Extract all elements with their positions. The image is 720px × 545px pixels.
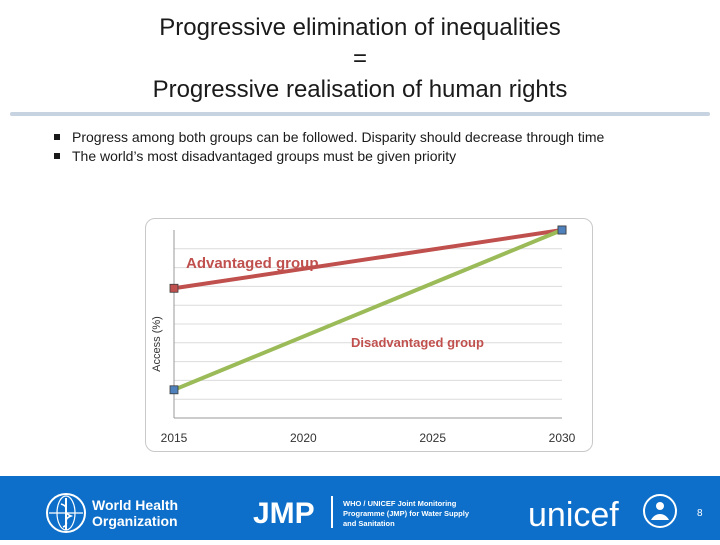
x-tick-label: 2020 xyxy=(290,431,317,445)
series-line-disadvantaged xyxy=(172,228,564,392)
who-name-line-1: World Health xyxy=(92,497,178,513)
jmp-desc-line-3: and Sanitation xyxy=(343,519,395,528)
series-line-advantaged xyxy=(172,228,564,291)
x-tick-label: 2030 xyxy=(549,431,576,445)
slide-title: Progressive elimination of inequalities … xyxy=(0,12,720,105)
jmp-logo: JMP xyxy=(253,497,315,530)
title-divider xyxy=(10,112,710,116)
unicef-logo: unicef xyxy=(528,496,619,534)
data-point-marker xyxy=(557,225,567,235)
page-number: 8 xyxy=(697,508,703,519)
unicef-emblem-icon xyxy=(643,494,677,528)
advantaged-group-label: Advantaged group xyxy=(186,255,319,272)
line-chart: 2015 2020 2025 2030 Access (%) Advantaged gro… xyxy=(151,225,576,445)
data-point-marker xyxy=(169,283,179,293)
who-name-line-2: Organization xyxy=(92,513,178,529)
data-point-marker xyxy=(169,385,179,395)
title-line-2: = xyxy=(352,45,367,72)
jmp-desc-line-1: WHO / UNICEF Joint Monitoring xyxy=(343,499,457,508)
who-emblem-icon xyxy=(46,493,86,533)
bullet-item: The world’s most disadvantaged groups mu… xyxy=(52,147,652,166)
title-line-1: Progressive elimination of inequalities xyxy=(159,14,561,41)
y-axis-label: Access (%) xyxy=(151,316,163,372)
bullet-item: Progress among both groups can be follow… xyxy=(52,128,652,147)
bullet-list: Progress among both groups can be follow… xyxy=(52,128,652,166)
title-line-3: Progressive realisation of human rights xyxy=(152,76,568,103)
footer-logos: World Health Organization JMP WHO / UNIC… xyxy=(46,493,703,534)
disadvantaged-group-label: Disadvantaged group xyxy=(351,335,484,350)
footer-bar: World Health Organization JMP WHO / UNIC… xyxy=(0,476,720,540)
x-tick-label: 2025 xyxy=(419,431,446,445)
x-tick-label: 2015 xyxy=(161,431,188,445)
jmp-desc-line-2: Programme (JMP) for Water Supply xyxy=(343,509,470,518)
